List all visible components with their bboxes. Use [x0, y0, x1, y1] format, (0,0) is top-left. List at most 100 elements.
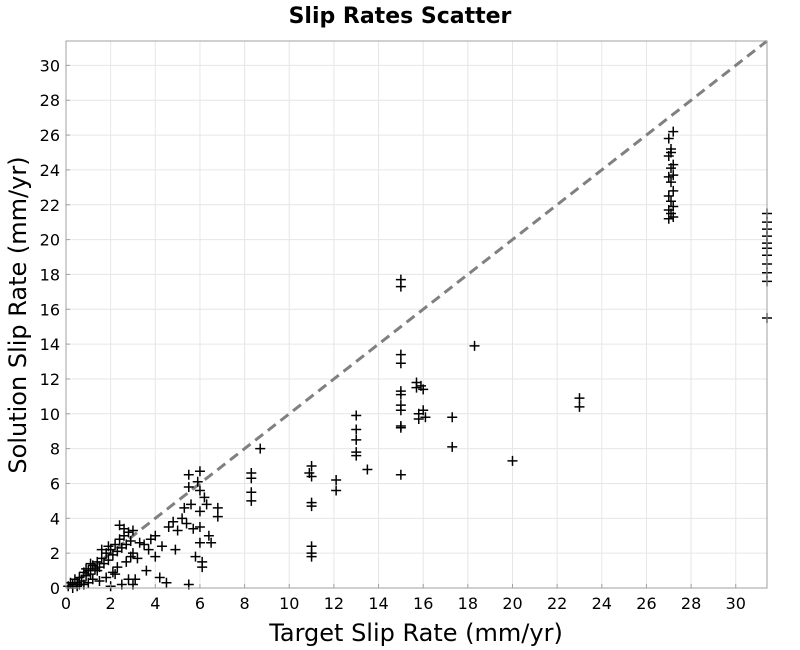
data-point: [246, 495, 257, 506]
y-tick-label: 28: [40, 91, 60, 110]
data-point: [130, 574, 141, 585]
data-point: [395, 405, 406, 416]
data-point: [663, 171, 674, 182]
x-tick-label: 6: [195, 594, 205, 613]
data-point: [413, 414, 424, 425]
data-point: [395, 389, 406, 400]
data-point: [668, 159, 679, 170]
data-point: [199, 492, 210, 503]
data-point: [87, 574, 98, 585]
x-axis-label: Target Slip Rate (mm/yr): [268, 619, 563, 647]
data-point: [96, 544, 107, 555]
y-tick-label: 30: [40, 56, 60, 75]
reference-line: [65, 39, 768, 590]
data-point: [246, 473, 257, 484]
x-tick-label: 14: [368, 594, 388, 613]
data-point: [112, 562, 123, 573]
x-tick-label: 24: [592, 594, 612, 613]
data-point: [90, 563, 101, 574]
x-tick-label: 2: [106, 594, 116, 613]
data-point: [212, 502, 223, 513]
data-point: [663, 191, 674, 202]
data-point: [255, 443, 266, 454]
data-point: [150, 551, 161, 562]
x-tick-label: 22: [547, 594, 567, 613]
data-point: [351, 424, 362, 435]
y-tick-label: 0: [50, 579, 60, 598]
y-tick-label: 12: [40, 370, 60, 389]
data-point: [150, 530, 161, 541]
y-tick-label: 20: [40, 231, 60, 250]
x-tick-label: 28: [681, 594, 701, 613]
data-point: [186, 499, 197, 510]
x-tick-label: 18: [458, 594, 478, 613]
data-point: [418, 405, 429, 416]
data-point: [119, 523, 130, 534]
data-point: [192, 476, 203, 487]
data-point: [666, 147, 677, 158]
data-point: [127, 525, 138, 536]
data-point: [197, 562, 208, 573]
data-point: [181, 518, 192, 529]
data-point: [351, 434, 362, 445]
y-tick-label: 18: [40, 265, 60, 284]
data-point: [574, 401, 585, 412]
data-point: [139, 539, 150, 550]
data-point: [172, 525, 183, 536]
data-point: [121, 556, 132, 567]
data-point: [85, 569, 96, 580]
y-tick-label: 4: [50, 509, 60, 528]
x-tick-label: 4: [150, 594, 160, 613]
data-point: [666, 196, 677, 207]
data-point: [94, 576, 105, 587]
grid-lines: [65, 41, 767, 589]
data-point: [107, 567, 118, 578]
data-point: [110, 569, 121, 580]
data-point: [447, 441, 458, 452]
y-tick-label: 16: [40, 300, 60, 319]
data-point: [395, 281, 406, 292]
plot-frame: [65, 40, 768, 589]
data-point: [212, 511, 223, 522]
x-tick-label: 10: [279, 594, 299, 613]
y-tick-label: 26: [40, 126, 60, 145]
data-point: [194, 466, 205, 477]
data-point: [306, 461, 317, 472]
data-point: [395, 349, 406, 360]
data-point: [168, 516, 179, 527]
data-point: [362, 464, 373, 475]
data-point: [81, 563, 92, 574]
x-tick-label: 16: [413, 594, 433, 613]
data-point: [203, 530, 214, 541]
data-point: [127, 548, 138, 559]
data-point: [206, 537, 217, 548]
x-tick-label: 30: [726, 594, 746, 613]
chart-title: Slip Rates Scatter: [289, 4, 512, 29]
data-point: [179, 502, 190, 513]
y-tick-label: 24: [40, 161, 60, 180]
data-point: [101, 572, 112, 583]
data-point: [125, 535, 136, 546]
data-point: [183, 469, 194, 480]
data-point: [110, 539, 121, 550]
data-point: [351, 410, 362, 421]
data-point: [143, 544, 154, 555]
data-point: [161, 577, 172, 588]
data-point: [188, 523, 199, 534]
data-point: [201, 499, 212, 510]
data-point: [96, 553, 107, 564]
data-point: [507, 455, 518, 466]
x-tick-label: 12: [324, 594, 344, 613]
x-axis-ticks: 0 2 4 6 8 10 12 14 16 18 20 22 24 26 28 30: [61, 584, 746, 613]
data-point: [668, 126, 679, 137]
data-point: [469, 340, 480, 351]
data-point: [574, 393, 585, 404]
data-point: [663, 133, 674, 144]
data-point: [132, 553, 143, 564]
data-point: [156, 541, 167, 552]
y-tick-label: 14: [40, 335, 60, 354]
data-point: [163, 522, 174, 533]
data-point: [447, 412, 458, 423]
